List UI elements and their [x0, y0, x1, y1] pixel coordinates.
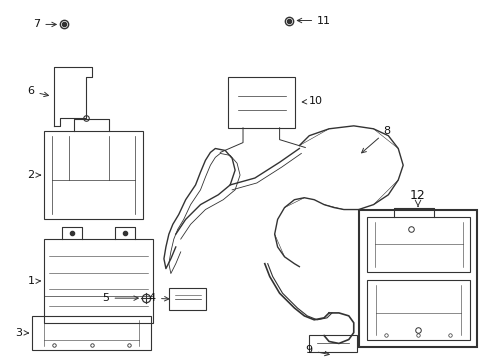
Text: 6: 6	[27, 86, 49, 96]
Bar	[367, 280, 470, 339]
Text: 8: 8	[362, 126, 391, 153]
Text: 3: 3	[16, 328, 28, 338]
Text: 7: 7	[33, 19, 56, 30]
Text: 12: 12	[410, 189, 426, 202]
Bar	[309, 334, 357, 352]
Bar	[228, 77, 295, 128]
Bar	[44, 239, 153, 323]
Bar	[359, 210, 477, 347]
Text: 4: 4	[149, 293, 169, 303]
Text: 11: 11	[297, 15, 331, 26]
Text: 1: 1	[27, 276, 40, 287]
Text: 10: 10	[302, 96, 323, 106]
Bar	[169, 288, 206, 310]
Text: 2: 2	[27, 170, 40, 180]
Text: 5: 5	[102, 293, 138, 303]
Bar	[44, 131, 143, 219]
Text: 9: 9	[306, 345, 329, 356]
Bar	[32, 316, 151, 350]
Bar	[367, 217, 470, 271]
